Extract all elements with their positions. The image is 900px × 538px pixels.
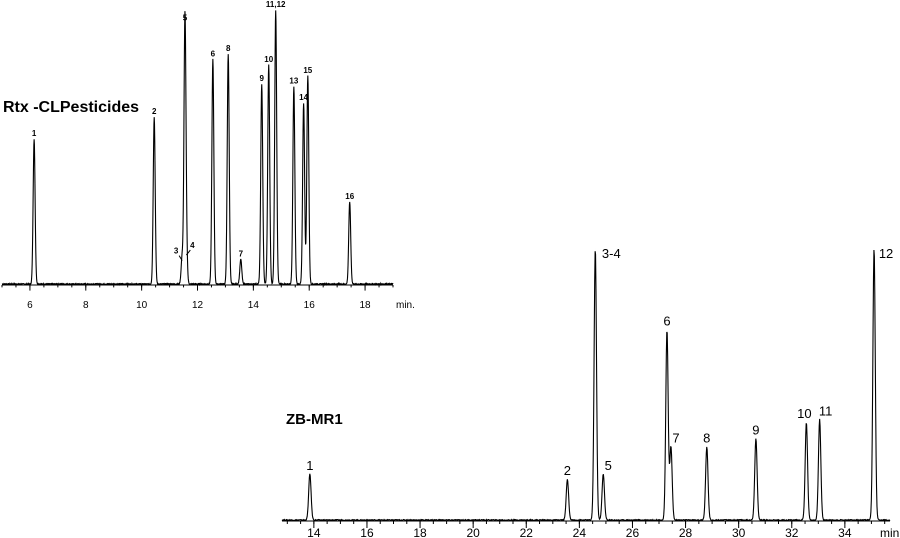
chart-title: Rtx -CLPesticides [3,99,139,116]
peak-label: 1 [32,129,37,138]
peak-label: 6 [211,49,216,58]
peak-label: 6 [663,314,670,329]
peak-label: 9 [752,422,759,437]
x-axis-tick-label: 16 [304,300,316,311]
x-axis-tick-label: 28 [679,526,693,538]
peak-label: 15 [303,66,312,75]
peak-label: 16 [345,192,354,201]
peak-label: 5 [183,14,188,23]
peak-label: 14 [299,93,308,102]
x-axis-tick-label: 30 [732,526,746,538]
peak-label: 7 [239,249,244,258]
peak-label: 2 [564,463,571,478]
x-axis-tick-label: 18 [360,300,372,311]
peak-label: 3-4 [602,246,621,261]
x-axis-tick-label: 14 [248,300,260,311]
x-axis-tick-label: 20 [466,526,480,538]
x-axis-tick-label: 26 [626,526,640,538]
x-axis-tick-label: 22 [520,526,534,538]
peak-label: 8 [703,431,710,446]
peak-leader-line [178,255,183,261]
peak-label: 5 [605,458,612,473]
peak-label: 11 [819,403,833,418]
x-axis-unit-label: min. [396,300,415,311]
x-axis-tick-label: 10 [136,300,148,311]
peak-label: 10 [797,406,811,421]
x-axis-tick-label: 14 [307,526,321,538]
peak-label: 1 [306,458,313,473]
x-axis-tick-label: 8 [83,300,89,311]
peak-label: 11,12 [266,0,286,9]
peak-label: 10 [264,55,273,64]
chromatogram-trace [1,10,394,287]
x-axis-tick-label: 24 [573,526,587,538]
peak-label: 12 [879,246,893,261]
peak-label: 7 [672,431,679,446]
peak-label: 4 [190,241,195,250]
peak-label: 2 [152,107,157,116]
x-axis-unit-label: min [880,526,899,538]
peak-label: 8 [226,44,231,53]
x-axis-tick-label: 16 [360,526,374,538]
x-axis-tick-label: 6 [27,300,33,311]
peak-label: 3 [174,247,179,256]
peak-label: 13 [289,77,298,86]
chart-title: ZB-MR1 [286,411,343,428]
chromatogram-trace [281,249,891,522]
x-axis-tick-label: 12 [192,300,204,311]
rtx-clpesticides-chromatogram: Rtx -CLPesticides 6 8 10 12 14 16 18 min.123456… [1,0,415,311]
x-axis-tick-label: 34 [838,526,852,538]
x-axis-tick-label: 32 [785,526,799,538]
peak-leader-line [185,249,191,256]
peak-label: 9 [260,74,265,83]
x-axis-tick-label: 18 [413,526,427,538]
